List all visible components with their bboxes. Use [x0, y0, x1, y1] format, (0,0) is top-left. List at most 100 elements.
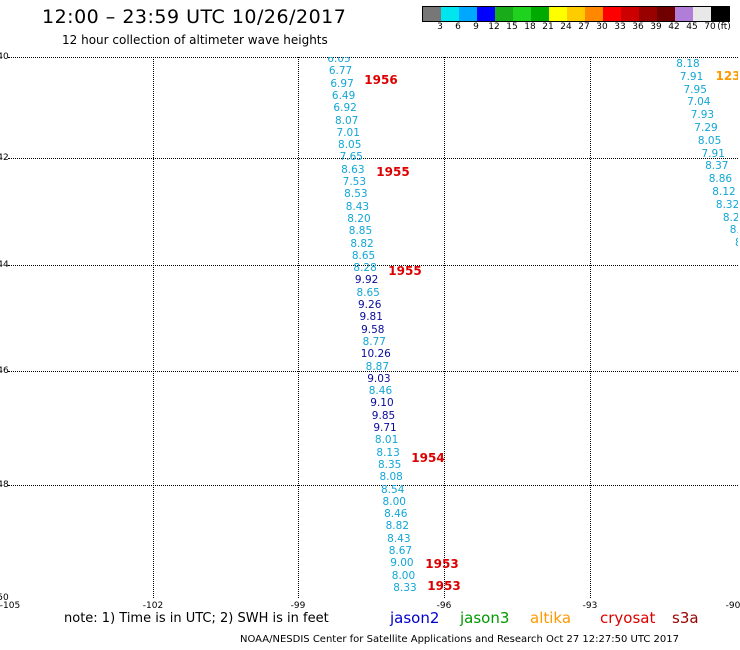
colorbar-label: 45 [686, 22, 698, 32]
legend-s3a: s3a [672, 609, 699, 627]
wave-height-value: 8.85 [348, 225, 373, 238]
colorbar-swatch [603, 7, 621, 21]
wave-height-value: 8.43 [345, 200, 370, 213]
wave-height-value: 8.05 [338, 139, 362, 152]
wave-height-value: 7.01 [336, 126, 360, 139]
colorbar-label: 3 [437, 22, 443, 32]
pass-time-label: 1954 [411, 451, 445, 465]
wave-height-value: 8.87 [365, 360, 390, 373]
map-area[interactable]: 6.05 6.77 6.97 6.49 6.92 8.07 7.01 8.05 7.65 8.63… [8, 57, 738, 598]
colorbar-swatch [657, 7, 675, 21]
wave-height-value: 7.29 [694, 122, 718, 134]
colorbar-swatch [585, 7, 603, 21]
wave-height-value: 7.93 [690, 109, 715, 122]
colorbar-label: 21 [542, 22, 554, 32]
wave-height-value: 8.20 [347, 212, 371, 225]
colorbar-label: 36 [632, 22, 644, 32]
wave-height-value: 9.26 [357, 299, 382, 312]
colorbar-label: 24 [560, 22, 572, 32]
wave-height-value: 8.05 [697, 134, 722, 147]
colorbar-label: 70 [704, 22, 716, 32]
pass-time-label: 1953 [427, 579, 461, 593]
wave-height-value: 8.65 [356, 286, 380, 299]
wave-height-value: 6.05 [327, 57, 351, 65]
colorbar [422, 6, 730, 22]
wave-height-value: 8.00 [391, 569, 416, 582]
lat-tick-label: -44 [0, 260, 9, 270]
lon-tick-label: -102 [142, 601, 164, 611]
wave-height-value: 8.43 [387, 532, 411, 545]
grid-line-lon [298, 57, 299, 598]
wave-height-value: 8.33 [393, 582, 417, 594]
wave-height-value: 9.58 [361, 323, 385, 336]
colorbar-swatch [531, 7, 549, 21]
legend-jason3: jason3 [460, 609, 510, 627]
colorbar-label: 9 [473, 22, 479, 32]
grid-line-lon [444, 57, 445, 598]
wave-height-value: 8.35 [377, 458, 402, 471]
wave-height-value: 8.67 [388, 545, 413, 558]
colorbar-swatch [477, 7, 495, 21]
grid-line-lat [8, 265, 738, 266]
wave-height-value: 7.91 [701, 147, 725, 160]
wave-height-value: 7.65 [339, 151, 363, 164]
colorbar-labels: 3 6 9 12 15 18 21 24 27 30 33 36 39 42 45 70 (ft) [422, 22, 731, 34]
wave-height-value: 9.03 [367, 372, 391, 385]
footer-note: note: 1) Time is in UTC; 2) SWH is in fe… [64, 611, 329, 626]
wave-height-value: 8.86 [708, 173, 733, 186]
wave-height-value: 7.53 [342, 176, 367, 189]
wave-height-value: 10.26 [360, 348, 391, 361]
colorbar-label: 12 [488, 22, 500, 32]
colorbar-label: 27 [578, 22, 590, 32]
wave-height-value: 6.77 [328, 65, 353, 78]
colorbar-swatch [639, 7, 657, 21]
grid-line-lon [153, 57, 154, 598]
colorbar-swatch [513, 7, 531, 21]
colorbar-swatch [621, 7, 639, 21]
wave-height-value: 9.92 [354, 274, 379, 287]
legend-cryosat: cryosat [600, 609, 656, 627]
wave-height-value: 7.91 [679, 70, 704, 83]
lon-tick-label: -93 [582, 601, 598, 611]
page-title: 12:00 – 23:59 UTC 10/26/2017 [42, 6, 347, 28]
colorbar-swatch [549, 7, 567, 21]
wave-height-value: 7.95 [683, 83, 707, 96]
wave-height-value: 8.54 [381, 483, 405, 496]
colorbar-label: 39 [650, 22, 662, 32]
grid-line-lat [8, 485, 738, 486]
colorbar-label: 15 [506, 22, 518, 32]
colorbar-label: 30 [596, 22, 608, 32]
wave-height-value: 6.97 [330, 77, 354, 90]
colorbar-label: 18 [524, 22, 536, 32]
wave-height-value: 8.08 [379, 471, 403, 484]
lat-tick-label: -46 [0, 366, 9, 376]
legend-altika: altika [530, 609, 572, 627]
lon-tick-label: -90 [725, 601, 740, 611]
wave-height-value: 9.10 [370, 397, 394, 410]
colorbar-swatch [567, 7, 585, 21]
wave-height-value: 8.13 [376, 446, 400, 459]
wave-height-value: 8.46 [368, 385, 393, 398]
wave-height-value: 7.04 [687, 96, 711, 109]
pass-time-label: 123 [715, 69, 738, 83]
colorbar-label: (ft) [717, 22, 731, 32]
page-subtitle: 12 hour collection of altimeter wave hei… [62, 33, 328, 47]
wave-height-value: 9.00 [390, 557, 414, 570]
pass-time-label: 1953 [425, 557, 459, 571]
colorbar-label: 6 [455, 22, 461, 32]
wave-height-value: 8.00 [382, 495, 406, 508]
wave-height-value: 8.32 [715, 198, 738, 211]
lat-tick-label: -42 [0, 153, 9, 163]
wave-height-value: 8.53 [344, 188, 368, 201]
wave-height-value: 9.85 [371, 409, 396, 422]
wave-height-value: 8.28 [353, 262, 377, 275]
pass-time-label: 1955 [388, 264, 422, 278]
colorbar-swatch [693, 7, 711, 21]
colorbar-swatch [675, 7, 693, 21]
wave-height-value: 8 [735, 237, 738, 249]
pass-time-label: 1955 [376, 165, 410, 179]
wave-height-value: 8.2 [722, 211, 738, 224]
colorbar-swatch [459, 7, 477, 21]
wave-height-value: 8.77 [362, 335, 386, 348]
lon-tick-label: -105 [0, 601, 21, 611]
